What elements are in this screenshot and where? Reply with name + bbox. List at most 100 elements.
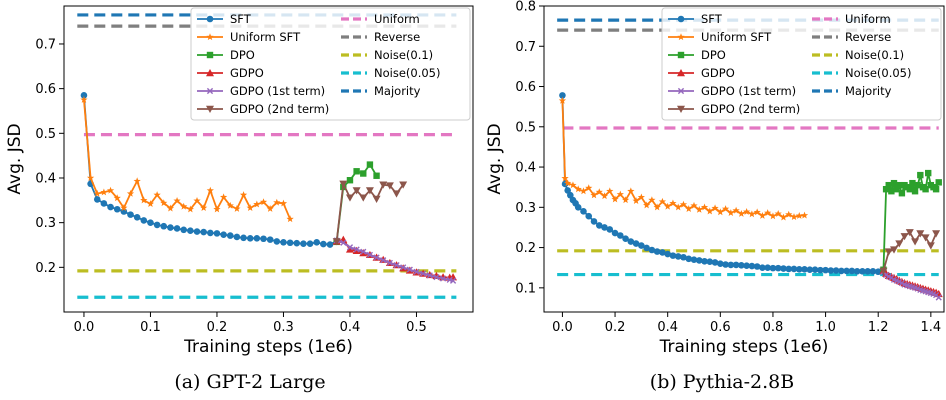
point-usft	[93, 189, 101, 197]
point-usft	[674, 203, 682, 211]
point-usft	[266, 205, 274, 212]
legend-marker-sft	[206, 15, 214, 23]
series-line-dpo	[335, 163, 378, 242]
legend-label-gdpo: GDPO	[701, 66, 735, 80]
plot-frame	[63, 5, 474, 313]
legend-box	[661, 7, 942, 121]
point-g2	[905, 229, 914, 237]
point-sft	[632, 240, 640, 247]
point-dpo	[896, 181, 903, 189]
series-line-sft	[561, 95, 884, 273]
legend-marker-gdpo	[677, 69, 685, 77]
legend-marker-dpo	[677, 51, 685, 59]
point-usft	[616, 190, 624, 198]
point-usft	[113, 194, 121, 202]
legend-marker-g2	[206, 105, 214, 113]
point-usft	[706, 207, 714, 215]
point-sft	[748, 262, 756, 270]
point-sft	[627, 238, 635, 245]
legend-label-g2: GDPO (2nd term)	[701, 102, 800, 116]
point-sft	[732, 261, 740, 269]
point-sft	[246, 234, 254, 242]
point-sft	[806, 266, 814, 274]
point-usft	[590, 191, 598, 199]
point-usft	[166, 204, 175, 212]
point-sft	[280, 239, 287, 246]
point-usft	[226, 201, 234, 209]
point-sft	[320, 240, 327, 248]
point-usft	[286, 215, 294, 223]
point-sft	[680, 253, 687, 261]
point-sft	[220, 231, 227, 239]
y-tick-label: 0.5	[515, 120, 536, 135]
point-sft	[669, 252, 677, 259]
point-usft	[632, 197, 640, 204]
point-usft	[153, 191, 161, 199]
panel-gpt2-large: 0.0 0.1 0.2 0.3 0.4 0.5 0.2 0.3 0.4 0.5 0.6 0.7 Trai…	[5, 5, 474, 357]
y-tick-label: 0.6	[35, 82, 56, 97]
legend-label-sft: SFT	[230, 12, 252, 26]
point-usft	[585, 184, 593, 192]
point-dpo	[890, 179, 898, 187]
y-tick-label: 0.5	[35, 127, 56, 142]
point-sft	[286, 239, 294, 247]
point-sft	[717, 260, 724, 267]
point-usft	[748, 210, 756, 218]
point-g1	[366, 251, 374, 258]
point-sft	[193, 228, 201, 235]
point-usft	[685, 205, 693, 212]
x-tick-label: 0.2	[207, 320, 228, 335]
point-sft	[759, 264, 766, 272]
point-usft	[790, 213, 798, 221]
x-tick-label: 1.2	[868, 320, 889, 335]
point-dpo	[914, 181, 921, 189]
point-sft	[848, 267, 856, 275]
y-tick-label: 0.7	[515, 40, 536, 55]
point-usft	[569, 181, 577, 189]
point-sft	[260, 235, 267, 243]
point-dpo	[360, 170, 367, 177]
point-sft	[266, 236, 274, 243]
legend-marker-g1	[206, 87, 214, 95]
point-sft	[780, 265, 787, 272]
point-g2	[359, 194, 368, 202]
x-axis-label: Training steps (1e6)	[659, 337, 829, 357]
legend-label-g1: GDPO (1st term)	[701, 84, 796, 98]
point-dpo	[353, 168, 360, 175]
point-sft	[574, 204, 582, 211]
point-usft	[273, 198, 281, 206]
y-tick-label: 0.1	[515, 281, 536, 296]
point-usft	[753, 208, 761, 216]
legend-label-usft: Uniform SFT	[701, 30, 772, 44]
point-sft	[207, 229, 214, 237]
point-usft	[648, 196, 656, 204]
x-tick-label: 0.2	[605, 320, 626, 335]
point-usft	[758, 211, 767, 219]
point-sft	[843, 267, 850, 275]
point-usft	[253, 200, 261, 208]
point-sft	[664, 250, 671, 258]
point-usft	[561, 174, 569, 182]
point-sft	[827, 267, 835, 274]
point-usft	[737, 209, 745, 217]
point-sft	[711, 259, 719, 266]
point-sft	[832, 267, 840, 274]
point-g1	[380, 257, 387, 264]
point-g2	[921, 234, 930, 242]
point-usft	[795, 211, 803, 219]
point-usft	[206, 186, 214, 194]
point-dpo	[898, 190, 906, 197]
x-axis-label: Training steps (1e6)	[183, 337, 353, 357]
point-usft	[611, 195, 619, 203]
point-sft	[293, 239, 301, 247]
point-sft	[326, 241, 334, 248]
point-usft	[711, 204, 719, 212]
point-usft	[700, 203, 709, 211]
point-usft	[146, 200, 155, 207]
x-tick-label: 0.4	[657, 320, 678, 335]
y-tick-label: 0.6	[515, 80, 536, 95]
point-sft	[653, 248, 661, 255]
y-axis-label: Avg. JSD	[5, 123, 25, 194]
y-tick-label: 0.2	[35, 261, 56, 276]
point-sft	[113, 205, 121, 213]
